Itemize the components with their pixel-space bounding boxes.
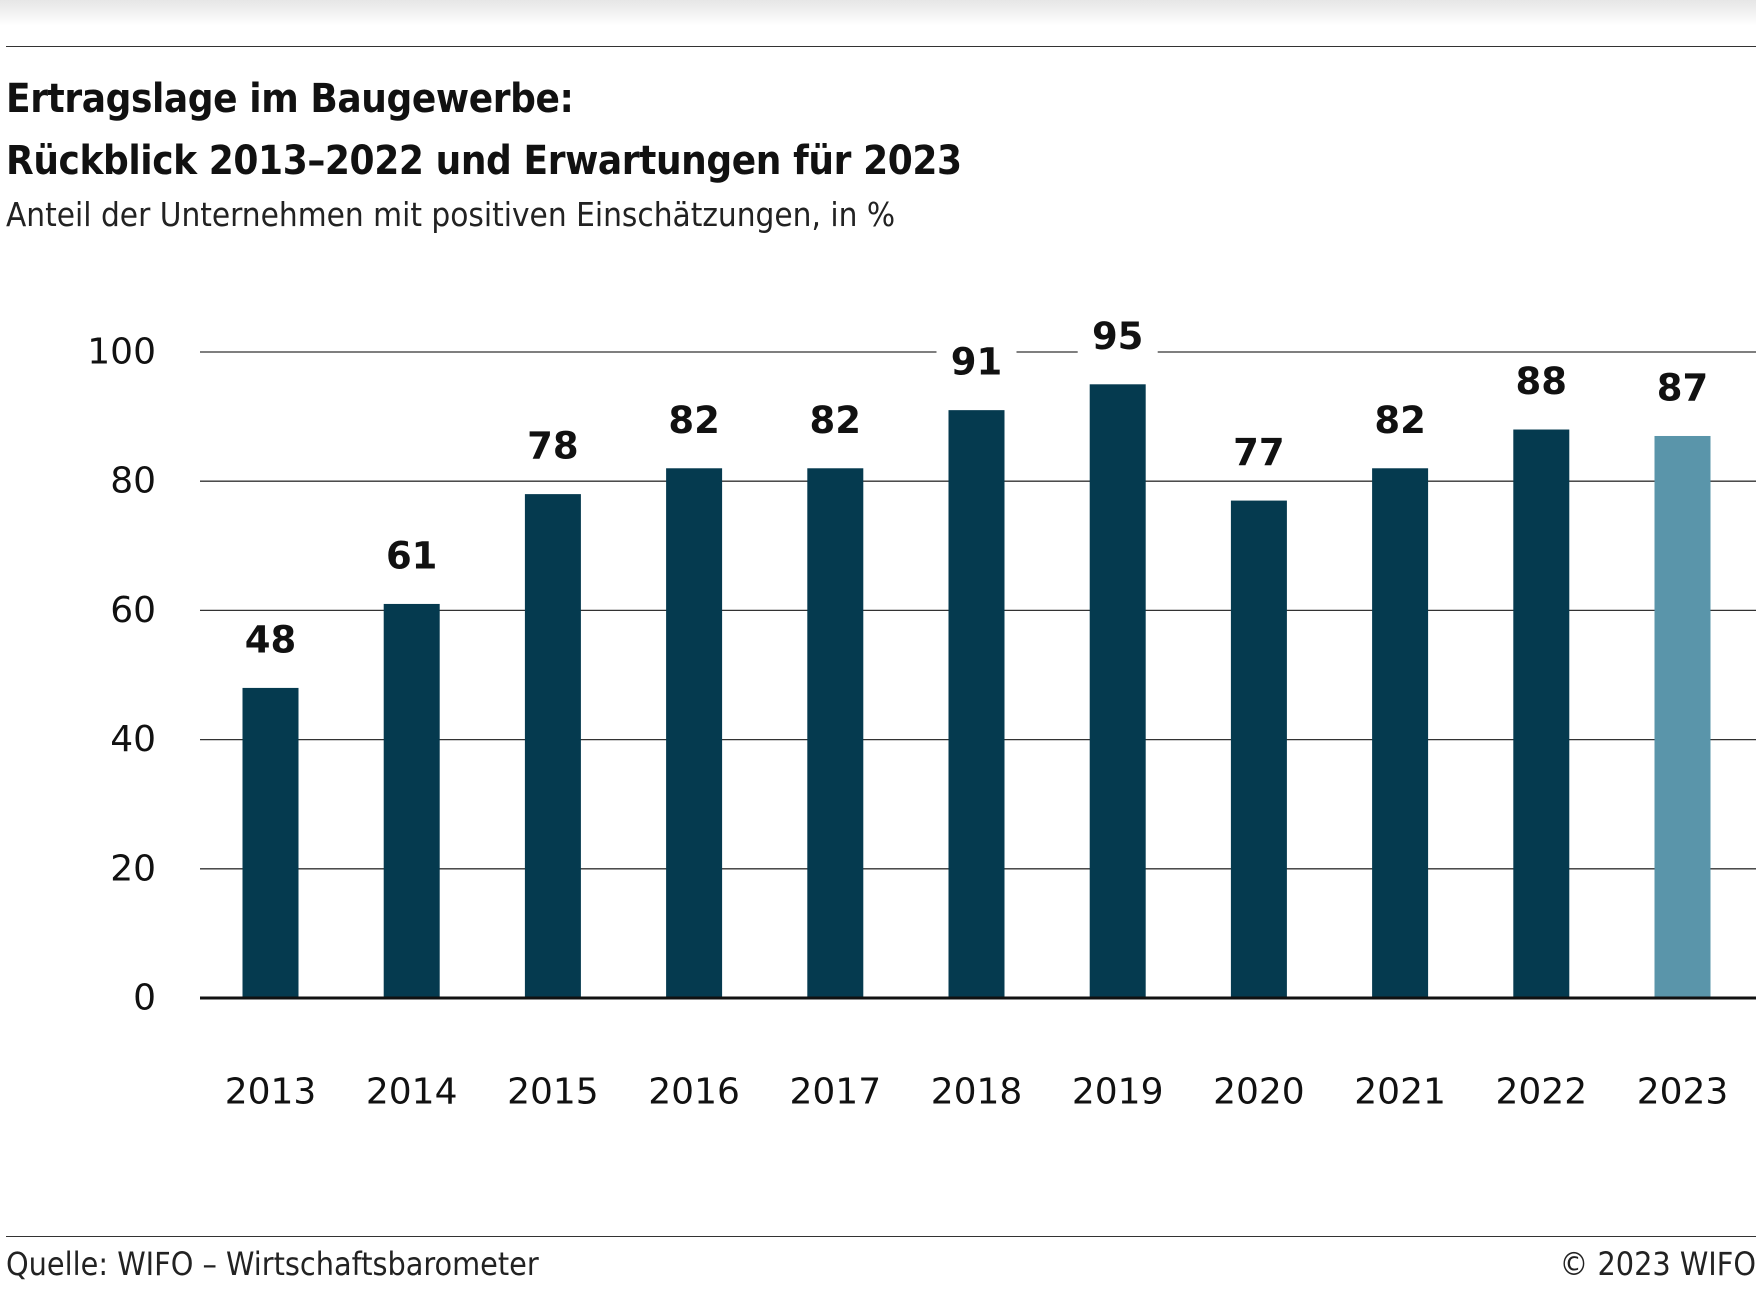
bar-chart: 0 20 40 60 80 100 48 61 78 82 82 91 95 77 82 88 87 2013…: [87, 310, 1756, 1113]
chart-title-line-1: Ertragslage im Baugewerbe:: [6, 76, 574, 122]
bar-2015: [524, 494, 581, 998]
chart-title-line-2: Rückblick 2013–2022 und Erwartungen für …: [6, 138, 962, 184]
bar-2018: [948, 410, 1005, 998]
top-rule: [6, 46, 1756, 47]
data-label-knockout: [1501, 355, 1582, 408]
data-label-knockout: [795, 394, 876, 447]
chart-subtitle: Anteil der Unternehmen mit positiven Ein…: [6, 195, 896, 234]
data-label-2020: 77: [1233, 431, 1285, 474]
x-tick-label-2022: 2022: [1495, 1072, 1587, 1113]
data-label-knockout: [936, 336, 1017, 389]
data-label-knockout: [654, 394, 735, 447]
data-label-knockout: [1642, 361, 1723, 414]
data-label-knockout: [1077, 310, 1158, 363]
bar-2022: [1513, 429, 1570, 998]
data-label-2017: 82: [810, 399, 862, 442]
data-label-2022: 88: [1516, 360, 1568, 403]
x-tick-label-2013: 2013: [225, 1072, 317, 1113]
data-label-2014: 61: [386, 534, 438, 577]
x-tick-label-2023: 2023: [1637, 1072, 1729, 1113]
x-tick-label-2015: 2015: [507, 1072, 599, 1113]
x-axis-tick-labels: 2013 2014 2015 2016 2017 2018 2019 2020 2021 2022…: [225, 1072, 1729, 1113]
bottom-rule: [6, 1236, 1756, 1237]
data-label-2021: 82: [1374, 399, 1426, 442]
source-note: Quelle: WIFO – Wirtschaftsbarometer: [6, 1245, 539, 1283]
x-tick-label-2019: 2019: [1072, 1072, 1164, 1113]
x-tick-label-2016: 2016: [648, 1072, 740, 1113]
data-label-2016: 82: [668, 399, 720, 442]
bar-2017: [807, 468, 864, 998]
bar-2020: [1230, 500, 1287, 998]
data-label-knockout: [1218, 426, 1299, 479]
top-shade-band: [0, 0, 1756, 26]
x-tick-label-2020: 2020: [1213, 1072, 1305, 1113]
copyright-note: © 2023 WIFO: [1559, 1245, 1756, 1283]
bar-2021: [1372, 468, 1429, 998]
y-tick-label: 40: [110, 719, 156, 760]
y-tick-label: 100: [87, 332, 156, 373]
data-labels: 48 61 78 82 82 91 95 77 82 88 87: [230, 310, 1723, 666]
x-tick-label-2017: 2017: [789, 1072, 881, 1113]
data-label-knockout: [512, 420, 593, 473]
x-tick-label-2014: 2014: [366, 1072, 458, 1113]
data-label-2015: 78: [527, 425, 579, 468]
bars: [242, 384, 1711, 999]
bar-2016: [666, 468, 723, 998]
chart-title: Ertragslage im Baugewerbe: Rückblick 201…: [6, 68, 962, 192]
bar-2023: [1654, 435, 1711, 999]
y-tick-label: 20: [110, 848, 156, 889]
bar-2019: [1089, 384, 1146, 998]
data-label-2023: 87: [1657, 366, 1709, 409]
y-tick-label: 0: [133, 978, 156, 1019]
x-tick-label-2021: 2021: [1354, 1072, 1446, 1113]
y-tick-label: 80: [110, 461, 156, 502]
data-label-knockout: [371, 529, 452, 582]
bar-2014: [383, 603, 440, 998]
data-label-2019: 95: [1092, 315, 1144, 358]
data-label-knockout: [230, 613, 311, 666]
x-tick-label-2018: 2018: [931, 1072, 1023, 1113]
data-label-2013: 48: [245, 618, 297, 661]
data-label-knockout: [1360, 394, 1441, 447]
data-label-2018: 91: [951, 341, 1003, 384]
y-axis-tick-labels: 0 20 40 60 80 100: [87, 332, 156, 1019]
y-tick-label: 60: [110, 590, 156, 631]
bar-2013: [242, 687, 299, 998]
